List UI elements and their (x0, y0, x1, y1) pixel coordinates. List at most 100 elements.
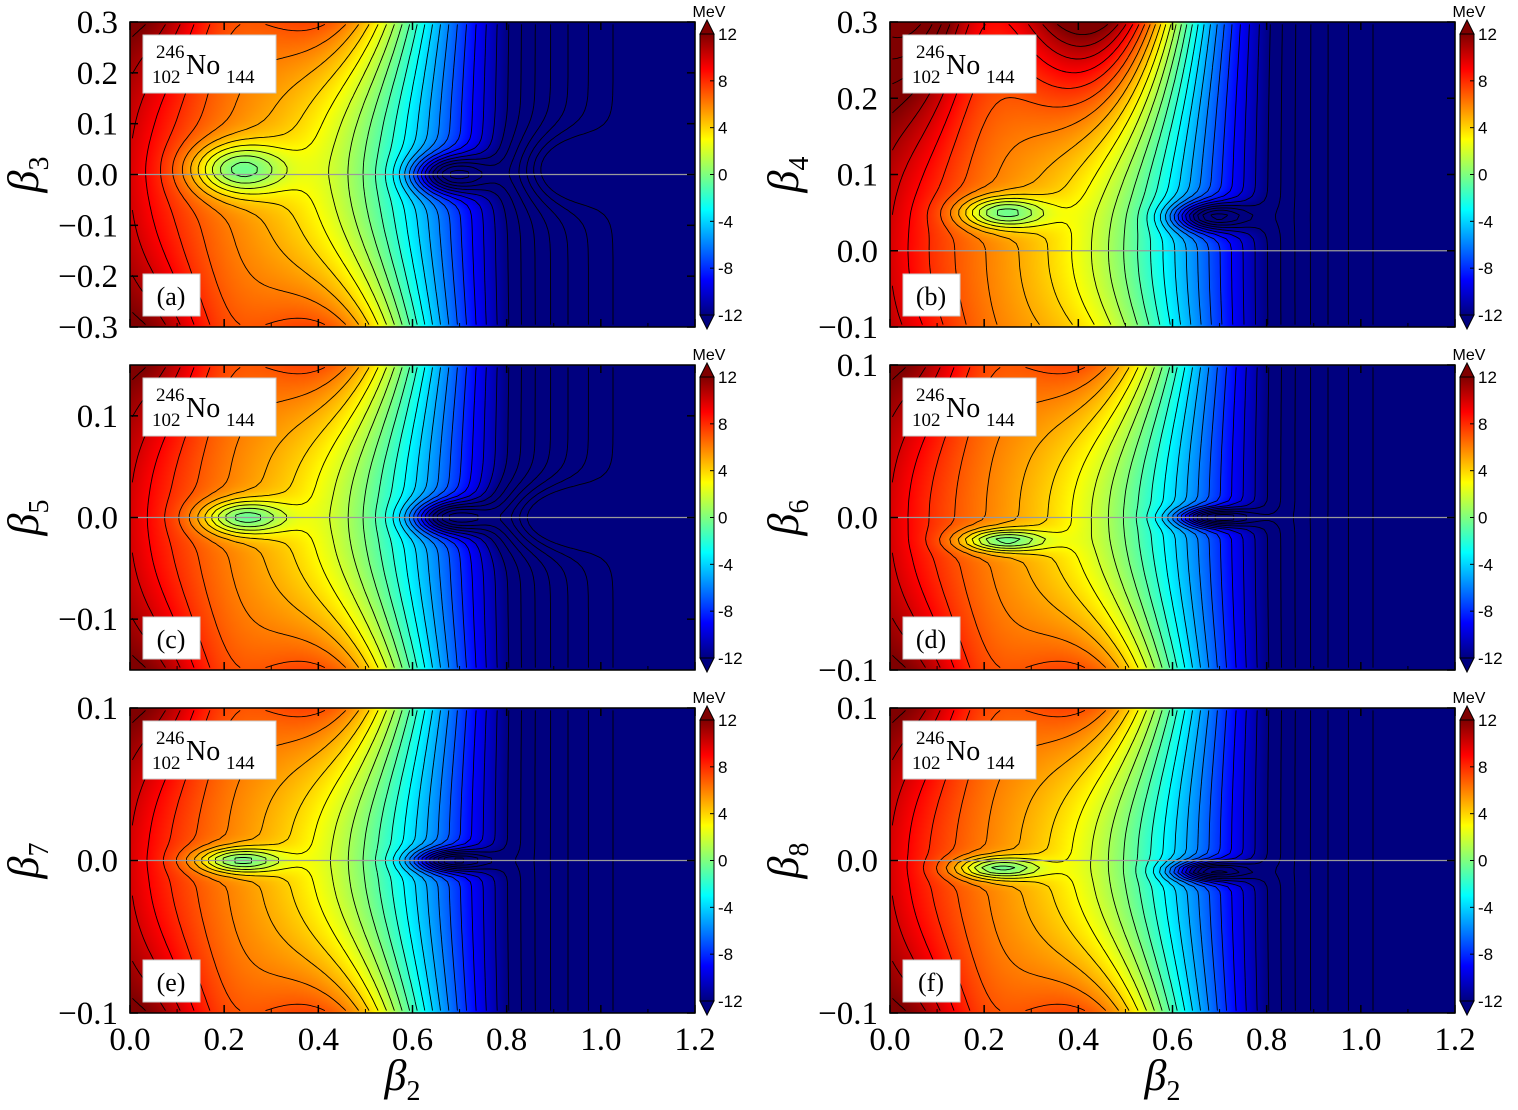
contour-path (891, 23, 1374, 325)
colorbar-tick-label: 8 (1478, 72, 1487, 91)
contour-path (891, 366, 1374, 669)
colorbar-tick-label: -12 (718, 306, 743, 325)
colorbar-tick-label: 12 (1478, 368, 1497, 387)
x-tick-label: 1.2 (1434, 1022, 1475, 1058)
y-axis-label: β7 (0, 843, 55, 880)
nucleus-mass: 246 (156, 728, 185, 749)
colorbar-tick-label: -4 (718, 898, 733, 917)
nucleus-label: 246 102 No 144 (902, 720, 1037, 780)
colorbar-extend-bottom (1459, 314, 1475, 331)
nucleus-mass: 246 (916, 728, 945, 749)
y-tick-label: −0.1 (58, 602, 118, 638)
nucleus-label: 246 102 No 144 (142, 720, 277, 780)
nucleus-symbol: No (186, 393, 220, 424)
panel-a: −0.3 −0.2 −0.1 0.0 0.1 0.2 0.3 β3 246 102 No 144 (a)… (0, 4, 743, 346)
colorbar-tick-label: -4 (718, 555, 733, 574)
nucleus-symbol: No (946, 50, 980, 81)
colorbar-unit: MeV (1453, 690, 1486, 707)
panel-tag: (c) (157, 625, 186, 654)
contour-lines (131, 23, 614, 326)
colorbar-tick-label: 12 (718, 25, 737, 44)
x-tick-label: 0.2 (964, 1022, 1005, 1058)
nucleus-label-box (902, 34, 1037, 94)
nucleus-label: 246 102 No 144 (142, 377, 277, 437)
colorbar-unit: MeV (1453, 4, 1486, 21)
panel-c: −0.1 0.0 0.1 β5 246 102 No 144 (c) 12 8 4 0 -4 -8 -12 Me… (0, 347, 743, 674)
panel-tag-box (902, 616, 961, 660)
colorbar-gradient (1460, 720, 1474, 1001)
colorbar-tick-label: -12 (1478, 649, 1503, 668)
x-tick-label: 0.2 (204, 1022, 245, 1058)
y-axis-label: β8 (759, 843, 815, 880)
colorbar-gradient (1460, 34, 1474, 315)
x-tick-label: 0.4 (1058, 1022, 1099, 1058)
contour-lines (891, 366, 1374, 669)
nucleus-charge: 102 (152, 410, 181, 431)
colorbar-tick-label: 0 (718, 509, 727, 528)
colorbar-extend-top (699, 361, 715, 378)
contour-lines (891, 23, 1374, 325)
x-axis-label: β2 (384, 1051, 421, 1107)
nucleus-charge: 102 (912, 753, 941, 774)
y-tick-label: 0.1 (77, 107, 118, 143)
panel-tag-box (902, 959, 961, 1003)
panel-tag: (b) (916, 282, 946, 311)
nucleus-neutrons: 144 (986, 753, 1015, 774)
nucleus-symbol: No (186, 50, 220, 81)
nucleus-label-box (142, 34, 277, 94)
colorbar-unit: MeV (693, 347, 726, 364)
nucleus-label: 246 102 No 144 (902, 377, 1037, 437)
colorbar-tick-label: 12 (718, 711, 737, 730)
panel-b: −0.1 0.0 0.1 0.2 0.3 β4 246 102 No 144 (b) 12 8 4 0 -4 -… (759, 4, 1503, 346)
nucleus-neutrons: 144 (226, 410, 255, 431)
colorbar-tick-label: 12 (1478, 711, 1497, 730)
nucleus-label-box (142, 377, 277, 437)
nucleus-label-box (902, 377, 1037, 437)
x-tick-label: 0.0 (869, 1022, 910, 1058)
x-tick-label: 0.8 (1246, 1022, 1287, 1058)
colorbar-gradient (700, 34, 714, 315)
colorbar-tick-label: 4 (718, 805, 727, 824)
colorbar-tick-label: 4 (1478, 119, 1487, 138)
colorbar: 12 8 4 0 -4 -8 -12 MeV (693, 690, 743, 1017)
x-tick-label: 0.0 (109, 1022, 150, 1058)
colorbar-tick-label: -4 (1478, 555, 1493, 574)
nucleus-symbol: No (946, 736, 980, 767)
y-tick-label: −0.1 (818, 653, 878, 689)
panel-tag: (a) (157, 282, 186, 311)
colorbar-gradient (700, 720, 714, 1001)
colorbar-tick-label: 8 (1478, 415, 1487, 434)
y-tick-label: 0.0 (837, 501, 878, 537)
x-tick-label: 0.8 (486, 1022, 527, 1058)
x-tick-label: 1.2 (674, 1022, 715, 1058)
colorbar-tick-label: 8 (718, 415, 727, 434)
nucleus-neutrons: 144 (986, 67, 1015, 88)
panel-tag-box (142, 616, 201, 660)
colorbar-tick-label: -4 (1478, 212, 1493, 231)
y-tick-label: −0.1 (818, 996, 878, 1032)
y-tick-label: −0.1 (818, 310, 878, 346)
panel-tag: (d) (916, 625, 946, 654)
colorbar-tick-label: -4 (718, 212, 733, 231)
nucleus-mass: 246 (916, 42, 945, 63)
contour-path (131, 23, 614, 326)
colorbar-tick-label: 12 (1478, 25, 1497, 44)
nucleus-label-box (142, 720, 277, 780)
colorbar-tick-label: 0 (1478, 509, 1487, 528)
nucleus-charge: 102 (152, 753, 181, 774)
colorbar-unit: MeV (693, 4, 726, 21)
y-tick-label: 0.3 (77, 5, 118, 41)
panel-tag-box (142, 959, 201, 1003)
colorbar-tick-label: -8 (718, 945, 733, 964)
colorbar-tick-label: 4 (1478, 462, 1487, 481)
contour-path (131, 709, 614, 1012)
colorbar: 12 8 4 0 -4 -8 -12 MeV (693, 4, 743, 331)
nucleus-neutrons: 144 (986, 410, 1015, 431)
nucleus-neutrons: 144 (226, 753, 255, 774)
colorbar: 12 8 4 0 -4 -8 -12 MeV (1453, 690, 1503, 1017)
contour-lines (131, 366, 614, 669)
colorbar-extend-top (1459, 704, 1475, 721)
nucleus-charge: 102 (152, 67, 181, 88)
colorbar-tick-label: -8 (1478, 602, 1493, 621)
nucleus-charge: 102 (912, 67, 941, 88)
